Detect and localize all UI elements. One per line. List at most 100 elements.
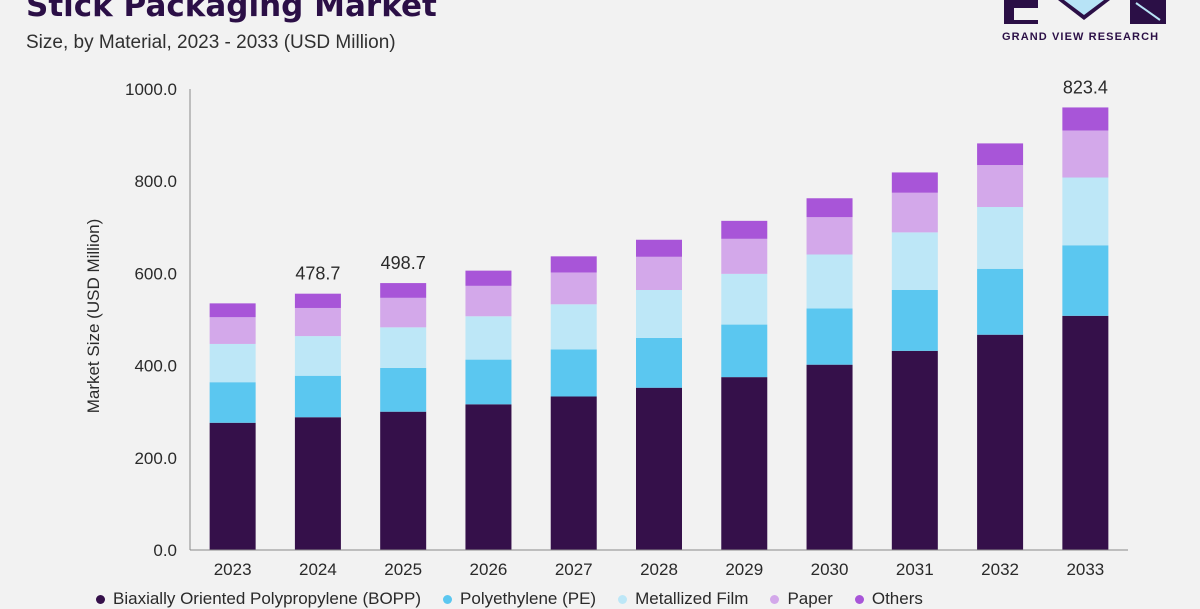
bar-stack-2027 [550, 256, 597, 550]
bar-segment [636, 337, 682, 388]
bar-segment [636, 239, 682, 257]
x-tick-label: 2030 [811, 560, 849, 579]
legend-swatch [443, 594, 453, 604]
bar-segment [294, 417, 341, 550]
chart-subtitle: Size, by Material, 2023 - 2033 (USD Mill… [26, 32, 396, 53]
y-tick-label: 400.0 [134, 357, 177, 376]
legend-item: Metallized Film [618, 589, 748, 609]
bar-segment [977, 268, 1024, 335]
bar-segment [209, 382, 256, 423]
legend-swatch [618, 594, 628, 604]
x-tick-label: 2033 [1066, 560, 1104, 579]
bar-segment [550, 349, 597, 397]
bar-segment [977, 143, 1024, 166]
bar-segment [380, 411, 427, 550]
brand-logo [1004, 0, 1166, 24]
bar-stack-2023 [209, 303, 256, 550]
y-tick-label: 800.0 [134, 172, 177, 191]
bar-segment [209, 343, 256, 383]
legend-swatch [770, 594, 780, 604]
bar-segment [550, 256, 597, 273]
bar-segment [380, 297, 427, 328]
bar-segment [209, 422, 256, 550]
bar-segment [721, 377, 768, 550]
bar-segment [380, 367, 427, 412]
bar-stack-2033 [1062, 107, 1109, 550]
legend-label: Biaxially Oriented Polypropylene (BOPP) [113, 589, 422, 608]
bar-segment [294, 375, 341, 418]
bar-segment [550, 304, 597, 350]
bar-segment [465, 285, 512, 317]
bar-segment [977, 334, 1024, 550]
bar-segment [1062, 245, 1109, 316]
bar-segment [1062, 315, 1109, 550]
bar-segment [891, 350, 938, 550]
x-tick-label: 2029 [725, 560, 763, 579]
x-tick-label: 2027 [555, 560, 593, 579]
bar-segment [465, 404, 512, 550]
bar-stack-2026 [465, 270, 512, 550]
bar-segment [891, 192, 938, 233]
bar-segment [380, 283, 427, 298]
legend-label: Paper [787, 589, 833, 608]
legend-label: Others [871, 589, 923, 608]
x-tick-label: 2024 [299, 560, 337, 579]
bar-segment [721, 220, 768, 239]
chart-title: Stick Packaging Market [26, 0, 437, 24]
legend: Biaxially Oriented Polypropylene (BOPP) P… [96, 589, 923, 609]
legend-label: Metallized Film [635, 589, 749, 608]
bar-segment [1062, 107, 1109, 131]
legend-item: Biaxially Oriented Polypropylene (BOPP) [96, 589, 421, 609]
bar-segment [636, 387, 682, 550]
bar-segment [550, 396, 597, 550]
x-tick-label: 2023 [214, 560, 252, 579]
bar-segment [721, 324, 768, 378]
bar-segment [1062, 177, 1109, 246]
legend-label: Polyethylene (PE) [460, 589, 597, 608]
bar-stack-2024 [294, 293, 341, 550]
bar-stack-2030 [806, 198, 853, 550]
bar-segment [806, 364, 853, 550]
total-label: 478.7 [295, 264, 340, 284]
total-annotations: 478.7 498.7 823.4 [295, 77, 1108, 283]
bar-segment [209, 303, 256, 318]
bar-segment [891, 289, 938, 351]
bar-segment [721, 273, 768, 325]
y-tick-label: 1000.0 [125, 80, 177, 99]
y-tick-label: 0.0 [153, 541, 177, 560]
legend-swatch [854, 594, 864, 604]
x-axis: 2023 2024 2025 2026 2027 2028 2029 2030 2031 2032… [190, 549, 1128, 579]
bar-segment [465, 270, 512, 286]
y-tick-label: 200.0 [134, 449, 177, 468]
y-axis-title: Market Size (USD Million) [84, 219, 103, 414]
legend-swatch [96, 594, 105, 604]
bar-segment [550, 272, 597, 305]
bar-segment [721, 238, 768, 274]
bar-segment [380, 327, 427, 368]
bar-segment [806, 198, 853, 218]
bar-stack-2028 [636, 239, 682, 550]
x-tick-label: 2028 [640, 560, 678, 579]
bar-stack-2031 [891, 172, 938, 550]
bar-segment [891, 232, 938, 290]
bar-segment [636, 256, 682, 290]
bar-segment [977, 165, 1024, 208]
x-tick-label: 2031 [896, 560, 934, 579]
bar-segment [294, 293, 341, 308]
bar-segment [891, 172, 938, 193]
bar-segment [636, 289, 682, 338]
legend-item: Others [854, 589, 923, 609]
legend-item: Polyethylene (PE) [443, 589, 596, 609]
bar-stack-2029 [721, 220, 768, 550]
x-tick-label: 2032 [981, 560, 1019, 579]
bar-segment [977, 207, 1024, 269]
bar-segment [1062, 130, 1109, 178]
bar-segment [294, 307, 341, 337]
bar-segment [465, 316, 512, 360]
bar-stack-2025 [380, 283, 427, 550]
bar-segment [806, 217, 853, 255]
bar-segment [806, 254, 853, 309]
bars [209, 107, 1109, 550]
brand-name: GRAND VIEW RESEARCH [1002, 31, 1160, 43]
